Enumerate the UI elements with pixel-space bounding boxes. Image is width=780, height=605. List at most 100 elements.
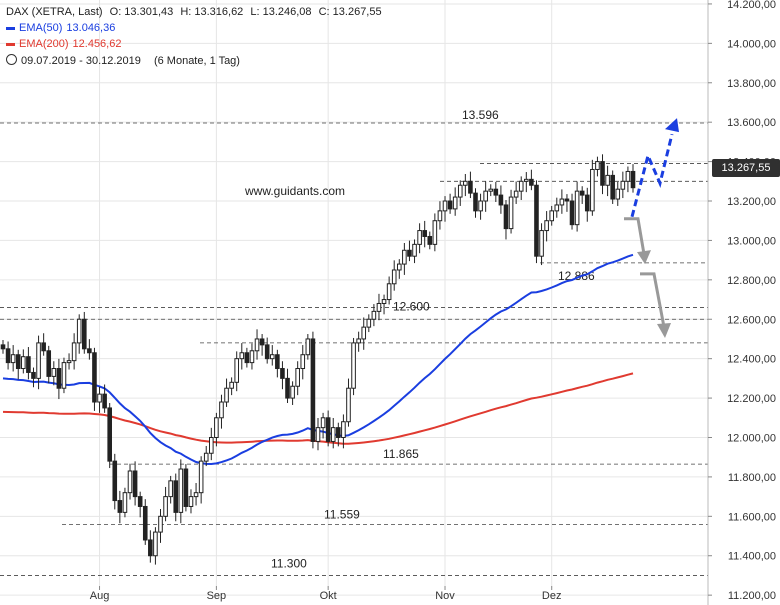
candle-body [625, 170, 631, 182]
candle-body [564, 198, 570, 202]
candle [148, 530, 153, 563]
candle-body [97, 393, 102, 403]
date-range[interactable]: 09.07.2019 - 30.12.2019 (6 Monate, 1 Tag… [6, 54, 244, 67]
candle-body [183, 468, 189, 507]
candle-body [264, 344, 270, 360]
legend-ema200[interactable]: EMA(200) 12.456,62 [6, 38, 125, 50]
instrument-title: DAX (XETRA, Last) [6, 6, 103, 18]
candle [381, 294, 387, 315]
projection-up-arrowhead [665, 118, 679, 133]
candle [325, 410, 331, 447]
candle [539, 223, 544, 266]
candle-body [427, 235, 433, 245]
candle-body [290, 385, 295, 399]
candle [529, 169, 534, 191]
legend-ema50[interactable]: EMA(50) 13.046,36 [6, 22, 119, 34]
candle [0, 339, 6, 354]
candle-body [300, 354, 306, 370]
candle [417, 223, 422, 254]
candle-body [31, 371, 36, 379]
candle-body [275, 354, 280, 370]
projection-down-1-path [624, 217, 646, 255]
candle-body [310, 338, 316, 442]
candle-body [21, 356, 26, 370]
candle-body [330, 427, 336, 442]
y-tick-label: 13.000,00 [727, 235, 776, 247]
ohlc-header: DAX (XETRA, Last) O: 13.301,43 H: 13.316… [6, 6, 386, 18]
projection-down-1-arrowhead [637, 250, 651, 265]
candle-body [214, 417, 219, 438]
candle [259, 334, 265, 356]
candle [173, 473, 179, 522]
candle-body [605, 174, 610, 186]
candle-body [402, 249, 407, 265]
x-tick-label: Okt [320, 590, 337, 602]
candle [544, 211, 549, 242]
candle-body [209, 436, 214, 454]
candle [41, 333, 46, 356]
candle-body [148, 539, 153, 557]
candle-body [224, 387, 229, 403]
candle-body [244, 352, 250, 364]
candle-body [417, 230, 422, 245]
candle [447, 193, 453, 214]
candle-body [325, 417, 331, 442]
candle [391, 260, 397, 291]
candle [569, 193, 575, 230]
candle [468, 171, 473, 199]
ema50-value: 13.046,36 [66, 22, 116, 34]
candle-body [0, 344, 6, 350]
candle [61, 357, 67, 394]
candle-body [610, 174, 615, 200]
candle [153, 527, 158, 565]
candle-body [620, 180, 626, 190]
candle [290, 381, 295, 405]
candle [361, 317, 367, 350]
horizontal-level-lines: 13.596 12.886 12.600 11.865 11.559 11.300 [0, 108, 708, 576]
candle [452, 187, 458, 216]
candle-body [137, 496, 143, 507]
candle [36, 335, 41, 390]
candle [219, 394, 224, 429]
candle [356, 331, 361, 352]
candle-body [574, 190, 580, 226]
candle [168, 475, 173, 504]
close-value: C: 13.267,55 [318, 6, 382, 18]
candle-body [447, 200, 453, 210]
y-tick-label: 12.600,00 [727, 314, 776, 326]
candle [559, 189, 565, 214]
candle [295, 361, 300, 396]
candle [198, 456, 204, 504]
candle-body [539, 230, 544, 257]
level-label: 12.886 [558, 269, 595, 283]
candle [336, 422, 341, 447]
candle [630, 164, 636, 193]
candle [203, 445, 209, 467]
candle [386, 276, 392, 305]
ema200-value: 12.456,62 [72, 38, 122, 50]
candle [280, 361, 285, 390]
y-tick-label: 11.600,00 [728, 511, 776, 523]
candle-body [391, 269, 397, 285]
candle [107, 403, 112, 469]
candle [513, 181, 519, 204]
level-label: 13.596 [462, 108, 499, 122]
y-tick-label: 13.800,00 [727, 78, 776, 90]
candle [437, 201, 443, 230]
candle [56, 358, 62, 400]
candle-body [361, 326, 367, 340]
candle [249, 343, 255, 370]
candle-body [590, 168, 595, 212]
candle-body [117, 500, 123, 513]
candle-body [320, 417, 326, 429]
candle-body [10, 354, 16, 364]
candle-body [15, 354, 21, 370]
candle-body [341, 421, 346, 438]
candle-body [259, 338, 265, 346]
candle [584, 187, 590, 222]
candle [625, 166, 631, 193]
candle [158, 509, 163, 543]
candle-body [153, 531, 158, 557]
candle [122, 487, 128, 518]
y-tick-label: 11.200,00 [728, 590, 776, 602]
